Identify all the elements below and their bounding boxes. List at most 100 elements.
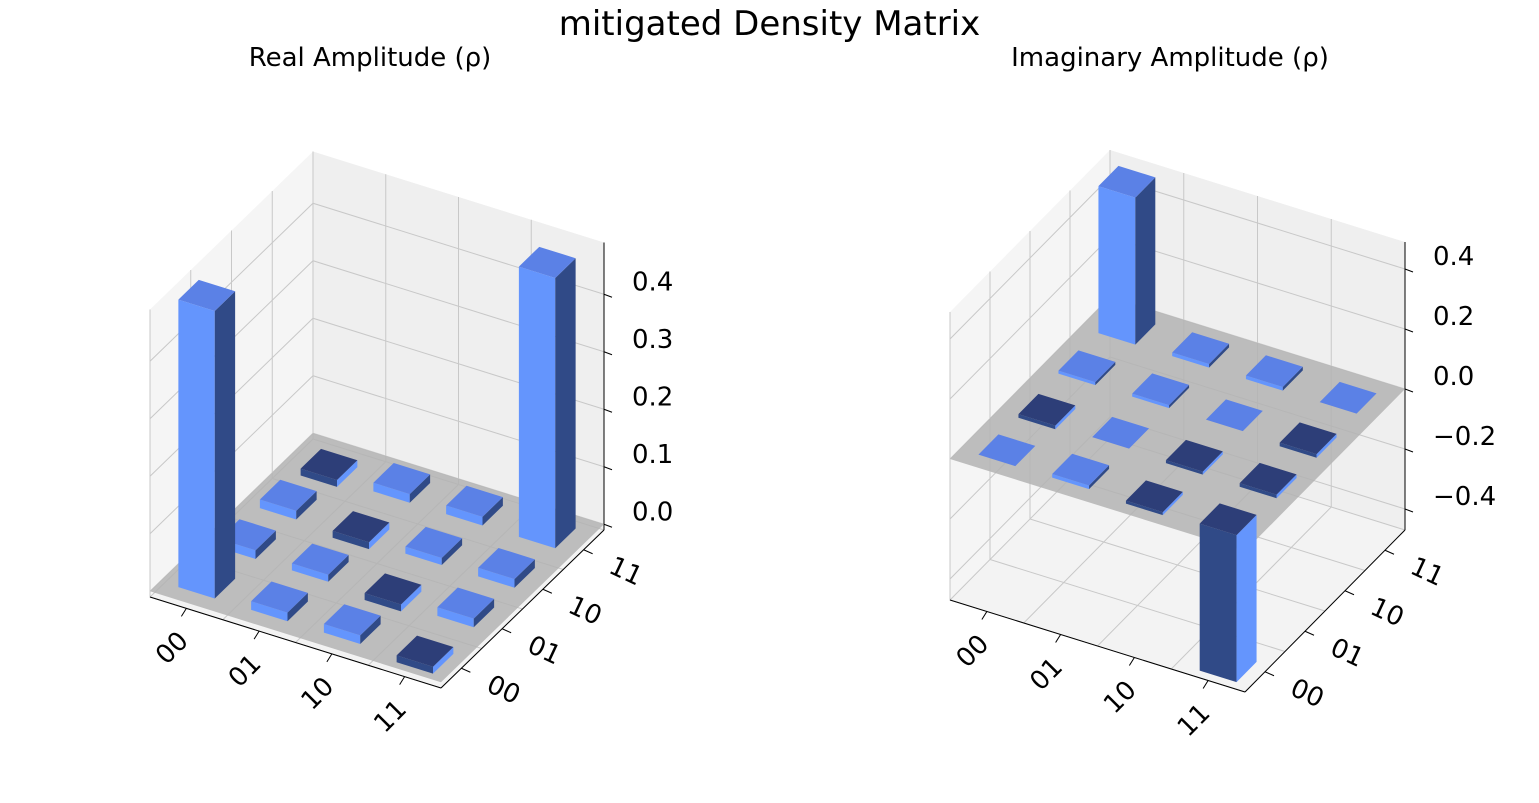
bar-side-face — [1169, 384, 1190, 409]
bar-top-face — [332, 511, 390, 543]
bar-front-face — [323, 623, 361, 644]
bar-side-face — [214, 291, 236, 599]
bar-x1-y0 — [1052, 453, 1110, 490]
x-axis — [149, 596, 442, 689]
bar-top-face — [405, 526, 463, 559]
bar-side-face — [1162, 491, 1183, 516]
y-tick-label: 00 — [1286, 673, 1329, 714]
bar-front-face — [251, 601, 288, 622]
z-tick — [603, 523, 613, 528]
bar-front-face — [1199, 523, 1237, 683]
z-tick-label: 0.0 — [632, 497, 673, 527]
bar-side-face — [409, 474, 431, 503]
bar-side-face — [369, 522, 390, 550]
bar-top-face — [1058, 350, 1116, 383]
z-tick — [1404, 448, 1414, 453]
bar-top-face — [251, 581, 308, 613]
bar-front-face — [259, 499, 297, 520]
x-axis — [949, 599, 1246, 693]
bar-front-face — [300, 468, 337, 487]
bar-front-face — [1165, 460, 1203, 475]
y-tick-label: 00 — [482, 670, 525, 711]
bar-x0-y2 — [1058, 350, 1116, 386]
bar-front-face — [396, 655, 433, 674]
y-axis — [440, 529, 605, 689]
y-tick — [1384, 549, 1395, 555]
bar-x3-y1 — [1239, 462, 1297, 499]
bar-x1-y2 — [332, 511, 390, 550]
bar-x0-y1 — [1018, 393, 1076, 430]
chart-imaginary: Imaginary Amplitude (ρ) 0.4 0.2 0.0 −0.2 −0.4… — [949, 43, 1496, 743]
bar-top-face — [437, 587, 495, 619]
x-tick-label: 11 — [368, 694, 413, 739]
z-tick-label: −0.2 — [1433, 422, 1496, 452]
bar-x1-y3 — [373, 462, 431, 503]
bar-top-face — [1018, 393, 1076, 426]
x-tick — [326, 653, 333, 663]
bar-side-face — [482, 497, 503, 526]
bar-x2-y2 — [1205, 399, 1263, 432]
bar-top-face — [1245, 355, 1303, 388]
subplot-title: Imaginary Amplitude (ρ) — [1011, 43, 1329, 73]
y-tick — [501, 628, 512, 634]
bar-front-face — [291, 563, 329, 582]
z-tick-label: −0.4 — [1433, 482, 1496, 512]
y-tick-label: 01 — [523, 630, 566, 671]
bar-x0-y0 — [178, 279, 236, 599]
bar-front-face — [1239, 483, 1277, 499]
grid-line — [989, 271, 1286, 652]
bar-top-face — [1205, 399, 1263, 432]
bar-front-face — [1245, 375, 1283, 391]
y-tick — [461, 667, 471, 673]
y-tick-label: 11 — [1406, 552, 1449, 593]
bar-front-face — [1125, 500, 1163, 516]
bar-x2-y1 — [1165, 439, 1223, 475]
bar-side-face — [1089, 465, 1110, 490]
bar-x3-y0 — [396, 635, 454, 674]
bar-side-face — [328, 555, 349, 582]
z-tick — [603, 293, 613, 298]
bar-x1-y0 — [251, 581, 308, 622]
bar-top-face — [1132, 373, 1190, 406]
bar-top-face — [446, 485, 503, 517]
bar-side-face — [287, 592, 308, 622]
bar-top-face — [323, 604, 381, 636]
figure-title: mitigated Density Matrix — [558, 4, 981, 44]
bar-top-face — [518, 246, 576, 278]
bar-x2-y2 — [405, 526, 463, 565]
x-tick — [981, 611, 988, 620]
bar-x0-y3 — [300, 448, 358, 487]
bar-top-face — [1172, 332, 1230, 365]
x-tick-label: 00 — [150, 626, 195, 671]
bar-front-face — [405, 546, 442, 565]
bar-side-face — [401, 584, 422, 612]
bar-side-face — [1276, 474, 1297, 499]
bar-top-face — [978, 434, 1036, 467]
zero-plane — [950, 297, 1405, 551]
bar-side-face — [555, 258, 576, 549]
bar-front-face — [478, 567, 515, 588]
bar-front-face — [1172, 352, 1210, 368]
x-tick — [1128, 657, 1135, 666]
bar-front-face — [1279, 442, 1317, 458]
y-tick — [542, 588, 553, 594]
bar-side-face — [433, 646, 454, 674]
x-tick — [253, 630, 260, 640]
bar-x3-y2 — [1279, 422, 1337, 458]
bar-top-face — [1199, 503, 1257, 536]
bar-front-face — [373, 482, 410, 503]
bar-front-face — [1132, 393, 1170, 409]
bar-top-face — [1092, 416, 1150, 449]
bar-front-face — [364, 593, 401, 612]
bar-x0-y2 — [259, 479, 317, 520]
x-tick-label: 10 — [1098, 675, 1143, 720]
subplot-title: Real Amplitude (ρ) — [249, 43, 492, 73]
bar-side-face — [1095, 361, 1116, 386]
bar-front-face — [332, 530, 369, 550]
bar-top-face — [300, 448, 358, 480]
y-tick — [583, 549, 593, 555]
x-tick-label: 01 — [1024, 652, 1069, 697]
bar-top-face — [1098, 165, 1156, 198]
x-tick-label: 01 — [223, 649, 268, 694]
